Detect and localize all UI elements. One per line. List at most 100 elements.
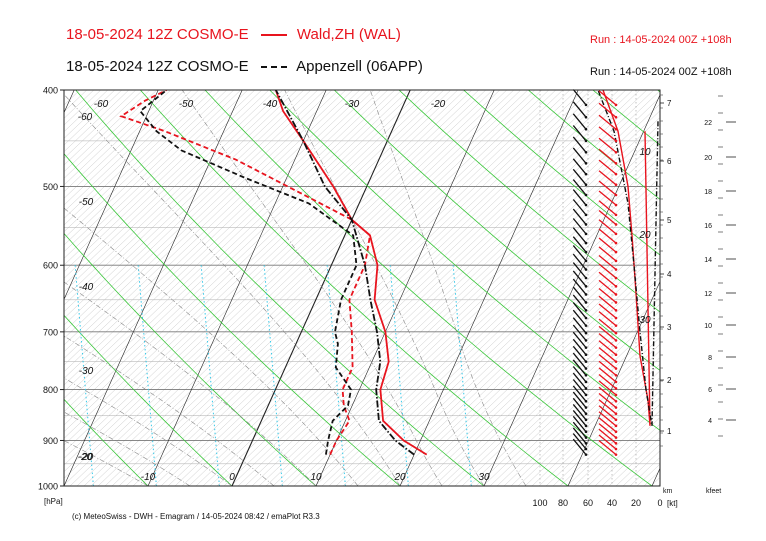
wind-barb-appenzell-dot xyxy=(584,331,588,335)
title-black: 18-05-2024 12Z COSMO-E xyxy=(66,58,249,75)
wind-barb-appenzell xyxy=(572,278,587,295)
wind-barb-wald-dot xyxy=(614,331,618,335)
hatch-line xyxy=(686,90,766,486)
dry-adiabat xyxy=(64,485,65,486)
mixing-ratio-line xyxy=(263,265,283,486)
hatch-line xyxy=(64,90,339,353)
hatch-line xyxy=(64,90,178,199)
hatch-line xyxy=(64,90,206,226)
wind-barb-wald-dot xyxy=(614,387,618,390)
wind-speed-tick-label: 20 xyxy=(631,498,641,508)
wind-barb-appenzell xyxy=(572,352,587,369)
hatch-line xyxy=(552,383,660,486)
dry-adiabat xyxy=(140,90,569,486)
wind-barb-wald-dot xyxy=(614,223,618,226)
wind-barb-appenzell xyxy=(572,385,587,402)
isotherm-label: -20 xyxy=(79,452,94,463)
wind-barb-appenzell xyxy=(572,227,587,244)
kfeet-tick-label: 22 xyxy=(704,120,712,127)
wind-barb-wald xyxy=(598,428,617,444)
wind-barb-appenzell-dot xyxy=(584,418,588,422)
hatch-line xyxy=(64,90,234,253)
wind-barb-appenzell-dot xyxy=(584,309,588,312)
hatch-line xyxy=(672,90,766,486)
wind-barb-wald xyxy=(598,303,617,319)
wind-barb-appenzell xyxy=(572,433,587,450)
hatch-line xyxy=(64,90,409,419)
hatch-line xyxy=(398,237,660,486)
wind-barb-wald xyxy=(598,347,617,363)
wind-barb-appenzell-dot xyxy=(584,353,588,356)
wind-barb-wald-dot xyxy=(614,250,618,254)
wind-barb-wald xyxy=(598,102,617,118)
kfeet-tick-label: 18 xyxy=(704,189,712,196)
hatch-line xyxy=(69,90,486,486)
km-tick-label: 1 xyxy=(667,427,672,436)
hatch-line xyxy=(356,197,660,486)
hatch-line xyxy=(132,90,549,486)
hatch-line xyxy=(300,143,660,486)
dry-adiabat xyxy=(64,314,233,486)
hatch-line xyxy=(160,90,577,486)
hatch-line xyxy=(64,90,171,193)
hatch-line xyxy=(489,323,660,486)
wind-barb-wald-dot xyxy=(614,324,618,327)
wind-barb-appenzell xyxy=(572,302,587,319)
hatch-line xyxy=(258,103,660,486)
isotherm-label: -50 xyxy=(79,197,94,208)
pressure-tick-label: 900 xyxy=(43,436,58,446)
dry-adiabat xyxy=(204,90,653,486)
wind-barb-appenzell-dot xyxy=(584,241,588,245)
isotherm-label: 20 xyxy=(638,230,651,241)
wind-barb-wald xyxy=(598,367,617,383)
pressure-tick-label: 700 xyxy=(43,327,58,337)
hatch-line xyxy=(64,90,304,319)
hatch-line xyxy=(468,303,660,486)
kfeet-tick-label: 14 xyxy=(704,257,712,264)
wind-barb-appenzell xyxy=(572,262,587,279)
hatch-line xyxy=(64,90,136,159)
wind-barb-wald-dot xyxy=(614,373,618,377)
hatch-line xyxy=(742,90,766,486)
wind-barb-wald-dot xyxy=(614,380,618,384)
wind-barb-wald xyxy=(598,434,617,450)
hatch-line xyxy=(370,210,660,486)
hatch-line xyxy=(64,90,332,346)
wind-barb-wald-dot xyxy=(614,115,618,119)
wind-barb-appenzell-dot xyxy=(584,301,588,304)
hatch-line xyxy=(64,90,423,433)
pressure-tick-label: 600 xyxy=(43,261,58,271)
hatch-line xyxy=(735,90,766,486)
hatch-line xyxy=(643,470,660,486)
isotherm-line xyxy=(399,90,579,486)
mixing-ratio-line xyxy=(326,265,346,486)
hatch-line xyxy=(377,217,660,486)
mixing-ratio-line xyxy=(137,265,157,486)
wind-barb-wald-dot xyxy=(614,268,618,271)
hatch-line xyxy=(209,90,626,486)
wind-barb-appenzell-dot xyxy=(584,346,588,349)
hatch-line xyxy=(363,203,660,486)
wind-barb-wald xyxy=(598,325,617,341)
wind-barb-appenzell xyxy=(572,158,587,175)
wind-barb-wald xyxy=(598,279,617,295)
hatch-line xyxy=(64,90,220,239)
hatch-line xyxy=(279,123,660,486)
hatch-line xyxy=(64,90,325,339)
wind-barb-appenzell-dot xyxy=(584,447,588,451)
hatch-line xyxy=(756,90,766,486)
kfeet-tick-label: 10 xyxy=(704,323,712,330)
wind-barb-wald-dot xyxy=(614,203,618,207)
hatch-line xyxy=(97,90,514,486)
wind-barb-wald-dot xyxy=(614,259,618,263)
hatch-line xyxy=(64,90,381,393)
wind-barb-appenzell-dot xyxy=(584,162,588,165)
hatch-line xyxy=(265,110,660,486)
km-tick-label: 7 xyxy=(667,99,672,108)
wind-barb-wald xyxy=(598,190,617,206)
legend-solid-line-icon xyxy=(260,34,287,37)
wind-barb-wald xyxy=(598,90,617,106)
wind-speed-curve-wald xyxy=(602,89,651,426)
hatch-line xyxy=(286,130,660,486)
